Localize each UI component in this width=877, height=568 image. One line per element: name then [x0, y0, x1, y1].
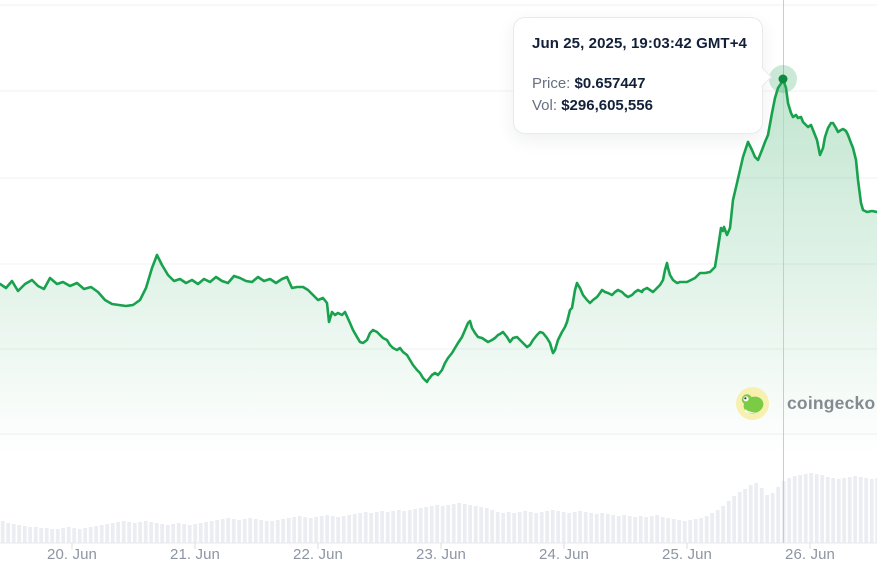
tooltip-vol-value: $296,605,556	[561, 97, 653, 114]
x-axis-line	[0, 542, 877, 549]
tooltip-price-label: Price:	[532, 75, 571, 92]
price-tooltip: Jun 25, 2025, 19:03:42 GMT+4 Price: $0.6…	[513, 17, 772, 134]
price-line	[0, 77, 877, 384]
tooltip-vol-row: Vol: $296,605,556	[532, 95, 744, 117]
tooltip-price-value: $0.657447	[574, 75, 646, 92]
highlighted-point-marker	[769, 65, 797, 93]
tooltip-price-row: Price: $0.657447	[532, 73, 744, 95]
price-area-fill	[0, 79, 877, 552]
tooltip-datetime: Jun 25, 2025, 19:03:42 GMT+4	[532, 35, 747, 52]
volume-bars	[0, 473, 877, 543]
tooltip-vol-label: Vol:	[532, 97, 558, 114]
